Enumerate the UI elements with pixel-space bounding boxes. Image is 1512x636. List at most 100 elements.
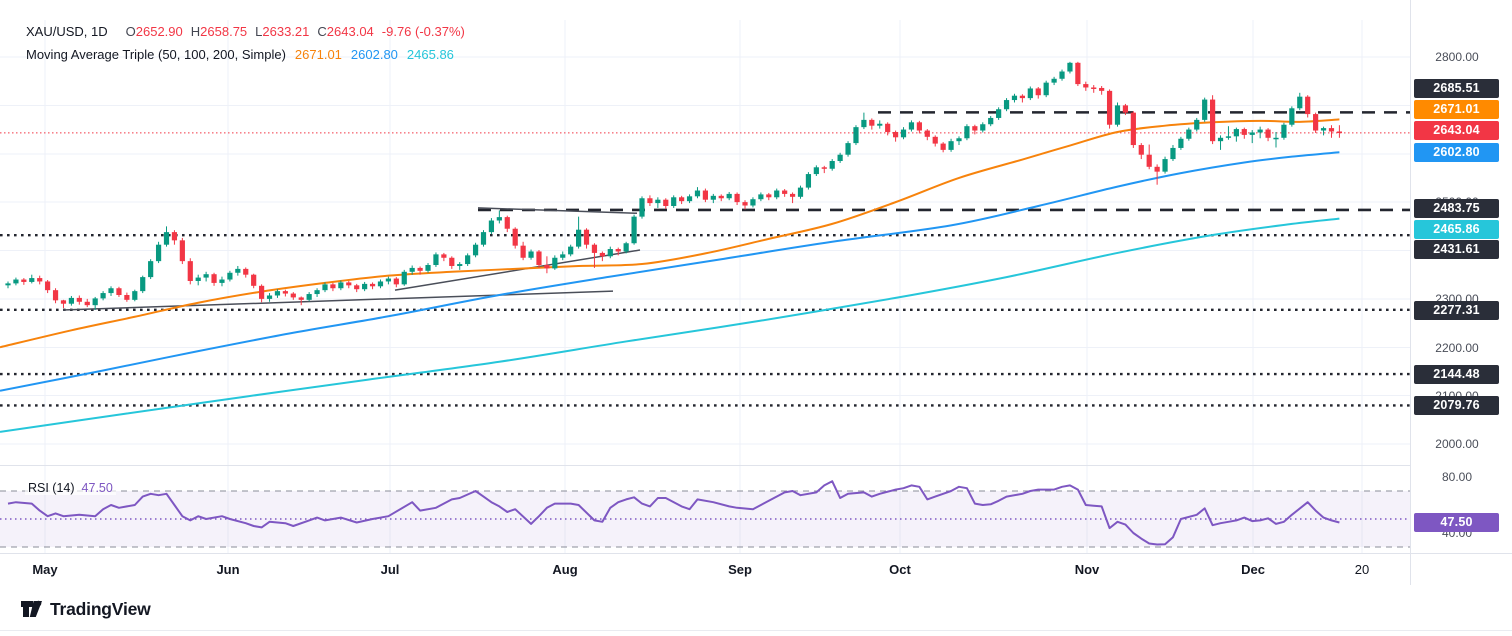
time-axis-label-Jul[interactable]: Jul xyxy=(380,562,400,577)
ma-legend-value: 2465.86 xyxy=(406,47,454,62)
candle-body xyxy=(932,136,938,144)
time-axis-label-20[interactable]: 20 xyxy=(1354,562,1370,577)
open-key: O xyxy=(125,24,136,39)
candle-body xyxy=(1091,87,1097,89)
close-value: 2643.04 xyxy=(326,24,374,39)
ma-50-line[interactable] xyxy=(0,118,1340,349)
trendline-3[interactable] xyxy=(477,207,638,215)
candle-body xyxy=(1217,137,1224,142)
pane-separator[interactable] xyxy=(0,465,1410,466)
candle-body xyxy=(766,194,772,198)
candle-body xyxy=(314,290,320,295)
candle-body xyxy=(972,126,978,131)
candle-body xyxy=(1011,95,1018,101)
trendline-1[interactable] xyxy=(62,290,614,311)
rsi-indicator-label[interactable]: RSI (14) xyxy=(28,481,75,495)
price-badge-2431.61: 2431.61 xyxy=(1414,239,1499,259)
candle-body xyxy=(1281,124,1287,138)
trendline-2[interactable] xyxy=(394,249,641,291)
price-badge-2465.86: 2465.86 xyxy=(1414,219,1499,239)
candle-body xyxy=(1099,87,1105,91)
time-axis-label-Nov[interactable]: Nov xyxy=(1074,562,1100,577)
candle-body xyxy=(1305,96,1311,115)
rsi-legend[interactable]: RSI (14) 47.50 xyxy=(25,481,116,495)
candle-body xyxy=(552,257,558,269)
candle-body xyxy=(1138,145,1144,155)
ma-legend[interactable]: Moving Average Triple (50, 100, 200, Sim… xyxy=(26,47,454,62)
candle-body xyxy=(821,167,827,169)
candle-body xyxy=(140,277,146,292)
candle-body xyxy=(346,282,352,286)
candle-body xyxy=(782,190,788,194)
rsi-pane[interactable] xyxy=(0,480,1410,548)
rsi-value: 47.50 xyxy=(81,481,113,495)
close-key: C xyxy=(317,24,327,39)
time-axis-label-Dec[interactable]: Dec xyxy=(1241,562,1265,577)
candle-body xyxy=(45,281,51,291)
candle-body xyxy=(1067,62,1073,72)
rsi-line[interactable] xyxy=(7,480,1340,546)
candle-body xyxy=(845,143,851,155)
candle-body xyxy=(1019,95,1025,99)
symbol-legend[interactable]: XAU/USD, 1D O2652.90 H2658.75 L2633.21 C2643… xyxy=(26,24,465,39)
candle-body xyxy=(908,122,915,130)
candle-body xyxy=(885,123,891,132)
candle-body xyxy=(116,288,122,296)
price-badge-2602.80: 2602.80 xyxy=(1414,142,1499,162)
candle-body xyxy=(227,272,233,280)
candle-body xyxy=(948,141,954,150)
candle-body xyxy=(1162,159,1168,172)
candle-body xyxy=(425,265,431,271)
candle-body xyxy=(536,251,542,266)
candle-body xyxy=(607,249,613,257)
candle-body xyxy=(647,198,653,204)
time-axis-separator xyxy=(0,553,1512,554)
time-axis-label-Sep[interactable]: Sep xyxy=(728,562,752,577)
price-badge-2483.75: 2483.75 xyxy=(1414,198,1499,218)
candle-body xyxy=(124,295,130,300)
ma-indicator-label[interactable]: Moving Average Triple (50, 100, 200, Sim… xyxy=(26,47,286,62)
candle-body xyxy=(1320,128,1327,131)
candle-body xyxy=(916,122,922,131)
candle-body xyxy=(282,291,288,294)
time-axis-label-May[interactable]: May xyxy=(32,562,58,577)
candle-body xyxy=(655,199,661,204)
time-axis-label-Aug[interactable]: Aug xyxy=(552,562,578,577)
candle-body xyxy=(679,197,685,202)
candle-body xyxy=(290,293,296,298)
candle-body xyxy=(1202,99,1208,120)
gridlines xyxy=(0,20,1410,553)
candles-series[interactable] xyxy=(5,61,1342,311)
candle-body xyxy=(980,124,986,131)
candle-body xyxy=(322,284,328,291)
candle-body xyxy=(211,274,217,283)
candle-body xyxy=(1336,131,1342,133)
price-badge-2643.04: 2643.04 xyxy=(1414,120,1499,140)
symbol-title[interactable]: XAU/USD, 1D xyxy=(26,24,108,39)
candle-body xyxy=(797,187,804,197)
brand-name[interactable]: TradingView xyxy=(50,598,151,619)
bottom-border xyxy=(0,630,1512,631)
candle-body xyxy=(900,129,907,138)
candle-body xyxy=(338,282,344,289)
candle-body xyxy=(988,117,994,125)
time-axis-label-Oct[interactable]: Oct xyxy=(889,562,911,577)
candle-body xyxy=(68,297,74,304)
time-axis-label-Jun[interactable]: Jun xyxy=(216,562,240,577)
candle-body xyxy=(512,228,518,246)
main-pane[interactable] xyxy=(0,61,1410,433)
candle-body xyxy=(195,277,201,281)
candle-body xyxy=(472,244,479,256)
candle-body xyxy=(306,294,312,300)
tradingview-logo-icon[interactable] xyxy=(20,597,44,621)
ma-100-line[interactable] xyxy=(0,151,1340,392)
candle-body xyxy=(591,244,598,253)
candle-body xyxy=(52,290,59,301)
candle-body xyxy=(750,199,756,206)
ma-200-line[interactable] xyxy=(0,217,1340,433)
candle-body xyxy=(893,131,899,138)
candle-body xyxy=(251,274,257,286)
candle-body xyxy=(84,301,90,306)
candle-body xyxy=(671,197,677,206)
